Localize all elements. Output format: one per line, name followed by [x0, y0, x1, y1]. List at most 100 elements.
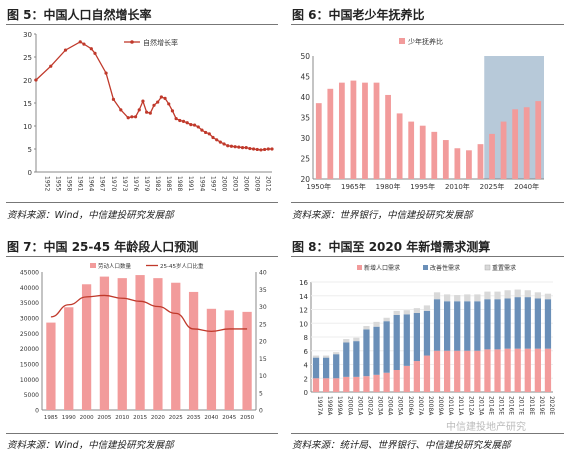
x-tick-label: 2005 — [97, 415, 111, 421]
x-tick-label: 1979 — [143, 176, 150, 191]
data-point — [270, 147, 274, 151]
chart1-natural-growth: 0 5 10 15 20 25 30 1952 1955 1958 1961 1964 1967 1970… — [23, 31, 274, 191]
data-point — [259, 148, 263, 152]
bar-segment — [454, 301, 461, 351]
watermark-text: 中信建投地产研究 — [446, 422, 526, 433]
y-tick-label: 20 — [23, 77, 32, 85]
data-point — [229, 144, 234, 148]
x-tick-label: 1994 — [198, 176, 205, 191]
bar — [442, 140, 449, 179]
x-tick-label: 1985 — [44, 415, 58, 421]
bar-segment — [393, 370, 400, 392]
bar-segment — [474, 301, 481, 351]
bar-segment — [433, 292, 441, 300]
x-tick-label: 2006A — [407, 396, 414, 416]
bar — [408, 121, 415, 179]
chart2-source: 资料来源：世界银行，中信建投研究发展部 — [292, 210, 473, 221]
chart4-title: 图 8：中国至 2020 年新增需求测算 — [292, 240, 491, 254]
x-tick-label: 2015 — [133, 415, 147, 421]
y-tick-label-right: 5 — [259, 390, 263, 397]
x-tick-label: 2000A — [346, 396, 353, 416]
x-tick-label: 1997 — [209, 176, 216, 191]
bar — [535, 101, 542, 179]
x-tick-label: 2016E — [508, 396, 515, 415]
x-tick-label: 1952 — [43, 176, 50, 191]
bar-segment — [322, 355, 330, 358]
bar-segment — [322, 378, 330, 392]
bar-segment — [413, 312, 421, 362]
bar-segment — [403, 365, 410, 392]
y-tick-label-left: 10000 — [20, 377, 39, 384]
x-tick-label: 2003 — [231, 176, 238, 191]
x-tick-label: 2009A — [437, 396, 444, 416]
bar-segment — [454, 350, 461, 392]
bar-segment — [363, 329, 370, 377]
bar-segment — [403, 314, 410, 366]
x-tick-label: 2002A — [366, 396, 373, 416]
y-tick-label: 4 — [304, 362, 309, 370]
bar — [512, 109, 519, 179]
bar — [419, 125, 426, 179]
x-tick-label: 1965年 — [341, 182, 366, 191]
chart4-source: 资料来源：统计局、世界银行、中信建投研究发展部 — [292, 440, 511, 451]
bar — [206, 308, 217, 410]
legend-label: 重置需求 — [492, 264, 516, 272]
data-point — [152, 103, 156, 107]
x-tick-label: 2025年 — [480, 182, 505, 191]
bar-segment — [514, 289, 521, 298]
x-tick-label: 2010年 — [445, 182, 470, 191]
y-tick-label-right: 0 — [259, 408, 263, 415]
x-tick-label: 1982 — [154, 176, 161, 191]
data-point — [178, 118, 182, 123]
bar — [396, 113, 403, 179]
x-tick-label: 2045 — [222, 415, 236, 421]
y-tick-label: 30 — [23, 31, 32, 39]
bar — [188, 291, 199, 410]
bar — [315, 103, 322, 179]
x-tick-label: 2013A — [477, 396, 484, 416]
bar — [117, 278, 127, 410]
x-tick-label: 1950年 — [306, 182, 331, 191]
bar-segment — [464, 294, 471, 302]
data-point — [104, 71, 108, 75]
y-tick-label-left: 15000 — [20, 362, 39, 369]
chart4-source-rule — [291, 433, 564, 434]
x-tick-label: 2020E — [548, 396, 555, 415]
data-point — [248, 146, 252, 151]
data-point — [167, 102, 171, 106]
data-point — [34, 78, 38, 82]
legend-swatch — [399, 38, 405, 44]
x-tick-label: 1999A — [336, 396, 343, 416]
data-point — [82, 42, 86, 46]
x-tick-label: 1998A — [326, 396, 333, 416]
legend-marker — [130, 40, 134, 44]
bar-segment — [312, 357, 320, 379]
bar-segment — [504, 348, 511, 392]
data-point — [204, 130, 208, 135]
x-tick-label: 2000 — [80, 415, 94, 421]
x-tick-label: 2004A — [387, 396, 394, 416]
bar-segment — [423, 355, 431, 392]
y-tick-label-left: 5000 — [24, 392, 39, 399]
x-tick-label: 2003A — [377, 396, 384, 416]
y-tick-label: 8 — [304, 334, 308, 342]
bar — [242, 311, 252, 410]
data-point — [196, 125, 200, 129]
x-tick-label: 1955 — [54, 176, 61, 191]
bar-segment — [322, 357, 330, 379]
bar-segment — [403, 310, 410, 315]
legend-label: 少年抚养比 — [408, 37, 443, 46]
x-tick-label: 1985 — [165, 176, 172, 191]
bar-segment — [333, 354, 340, 379]
bar-segment — [464, 301, 471, 351]
bar-segment — [534, 348, 542, 392]
data-point — [49, 64, 53, 68]
bar-segment — [433, 299, 441, 351]
legend-label: 改善性需求 — [430, 264, 460, 272]
bar-segment — [383, 317, 390, 322]
chart1-title: 图 5：中国人口自然增长率 — [7, 8, 152, 22]
data-point — [89, 47, 93, 51]
data-point — [222, 142, 226, 146]
bar — [81, 284, 92, 410]
x-tick-label: 2005A — [397, 396, 404, 416]
